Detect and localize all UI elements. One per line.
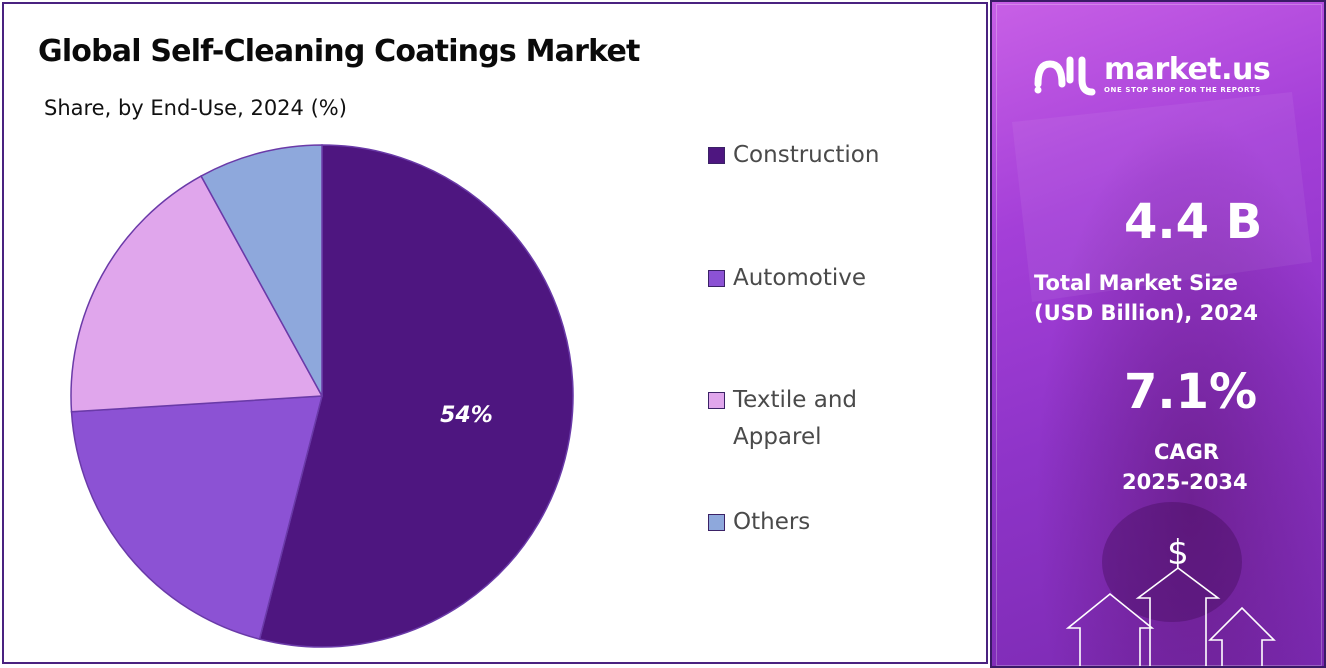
market-size-label-line1: Total Market Size bbox=[1034, 271, 1238, 295]
pie-label-construction: 54% bbox=[440, 403, 493, 428]
legend-item-construction: Construction bbox=[708, 137, 903, 174]
legend-swatch-automotive bbox=[708, 270, 725, 287]
market-size-value: 4.4 B bbox=[1124, 194, 1263, 250]
legend-label-automotive: Automotive bbox=[733, 265, 867, 291]
pie-slice-construction bbox=[258, 144, 574, 648]
chart-panel: Global Self-Cleaning Coatings Market Sha… bbox=[2, 2, 988, 664]
legend-item-others: Others bbox=[708, 504, 903, 541]
background-decoration: $ bbox=[1012, 92, 1312, 666]
brand-tagline: ONE STOP SHOP FOR THE REPORTS bbox=[1104, 86, 1261, 94]
growth-arrows-icon bbox=[1065, 567, 1276, 666]
dollar-icon: $ bbox=[1167, 533, 1189, 573]
chart-title: Global Self-Cleaning Coatings Market bbox=[38, 34, 640, 69]
legend-swatch-construction bbox=[708, 147, 725, 164]
legend-label-others: Others bbox=[733, 509, 811, 535]
legend-label-textile-line2: Apparel bbox=[733, 424, 822, 450]
info-inner-border bbox=[996, 4, 1322, 666]
chart-subtitle: Share, by End-Use, 2024 (%) bbox=[44, 96, 347, 120]
market-size-label-line2: (USD Billion), 2024 bbox=[1034, 301, 1259, 325]
legend-swatch-textile bbox=[708, 392, 725, 409]
cagr-label: CAGR bbox=[1154, 440, 1220, 464]
cagr-period: 2025-2034 bbox=[1122, 470, 1248, 494]
legend-label-construction: Construction bbox=[733, 142, 880, 168]
legend-item-automotive: Automotive bbox=[708, 260, 903, 297]
pie-slice-automotive bbox=[70, 395, 323, 641]
legend-item-textile: Textile and Apparel bbox=[708, 382, 903, 456]
pie-slice-textile-and-apparel bbox=[70, 175, 324, 413]
brand-name: market.us bbox=[1104, 52, 1271, 87]
market-us-logo-icon bbox=[1034, 56, 1096, 96]
pie-chart: 54% bbox=[70, 144, 574, 648]
legend-label-textile-line1: Textile and bbox=[733, 387, 858, 413]
cagr-value: 7.1% bbox=[1124, 364, 1258, 420]
info-panel: $ market.us ONE STOP SHOP FOR THE REPORT… bbox=[990, 0, 1326, 668]
pie-slice-others bbox=[200, 144, 323, 397]
legend-swatch-others bbox=[708, 514, 725, 531]
brand-logo: market.us ONE STOP SHOP FOR THE REPORTS bbox=[1032, 50, 1271, 98]
